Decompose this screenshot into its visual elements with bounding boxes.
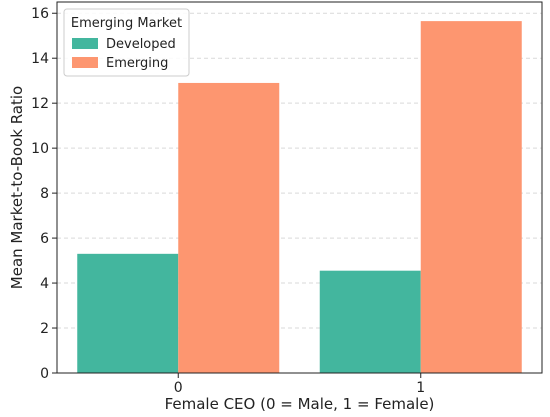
y-tick-label: 8 xyxy=(40,186,49,202)
legend-entries: Developed Emerging xyxy=(72,37,176,71)
bar-developed-1 xyxy=(319,270,421,373)
bar-emerging-0 xyxy=(178,82,280,373)
bar-developed-0 xyxy=(77,253,179,373)
legend-label-developed: Developed xyxy=(106,37,176,52)
y-tick-label: 10 xyxy=(31,141,49,157)
x-axis-label: Female CEO (0 = Male, 1 = Female) xyxy=(165,395,435,413)
y-tick-label: 14 xyxy=(31,51,49,67)
bars xyxy=(77,21,522,373)
plot-frame xyxy=(56,1,543,374)
y-tick-label: 12 xyxy=(31,96,49,112)
y-tick-label: 0 xyxy=(40,366,49,382)
legend-label-emerging: Emerging xyxy=(106,56,168,71)
y-tick-label: 16 xyxy=(31,6,49,22)
x-tick-label: 1 xyxy=(416,380,425,396)
y-tick-label: 2 xyxy=(40,321,49,337)
legend: Emerging Market Developed Emerging xyxy=(63,8,190,77)
bar-emerging-1 xyxy=(420,21,522,373)
x-tick-label: 0 xyxy=(174,380,183,396)
legend-title: Emerging Market xyxy=(71,16,182,31)
legend-swatch-developed xyxy=(72,38,98,49)
y-axis-label: Mean Market-to-Book Ratio xyxy=(8,86,26,289)
y-tick-label: 4 xyxy=(40,276,49,292)
legend-swatch-emerging xyxy=(72,57,98,68)
y-axis-ticks: 0 2 4 6 8 10 12 14 16 xyxy=(31,6,57,382)
y-tick-label: 6 xyxy=(40,231,49,247)
